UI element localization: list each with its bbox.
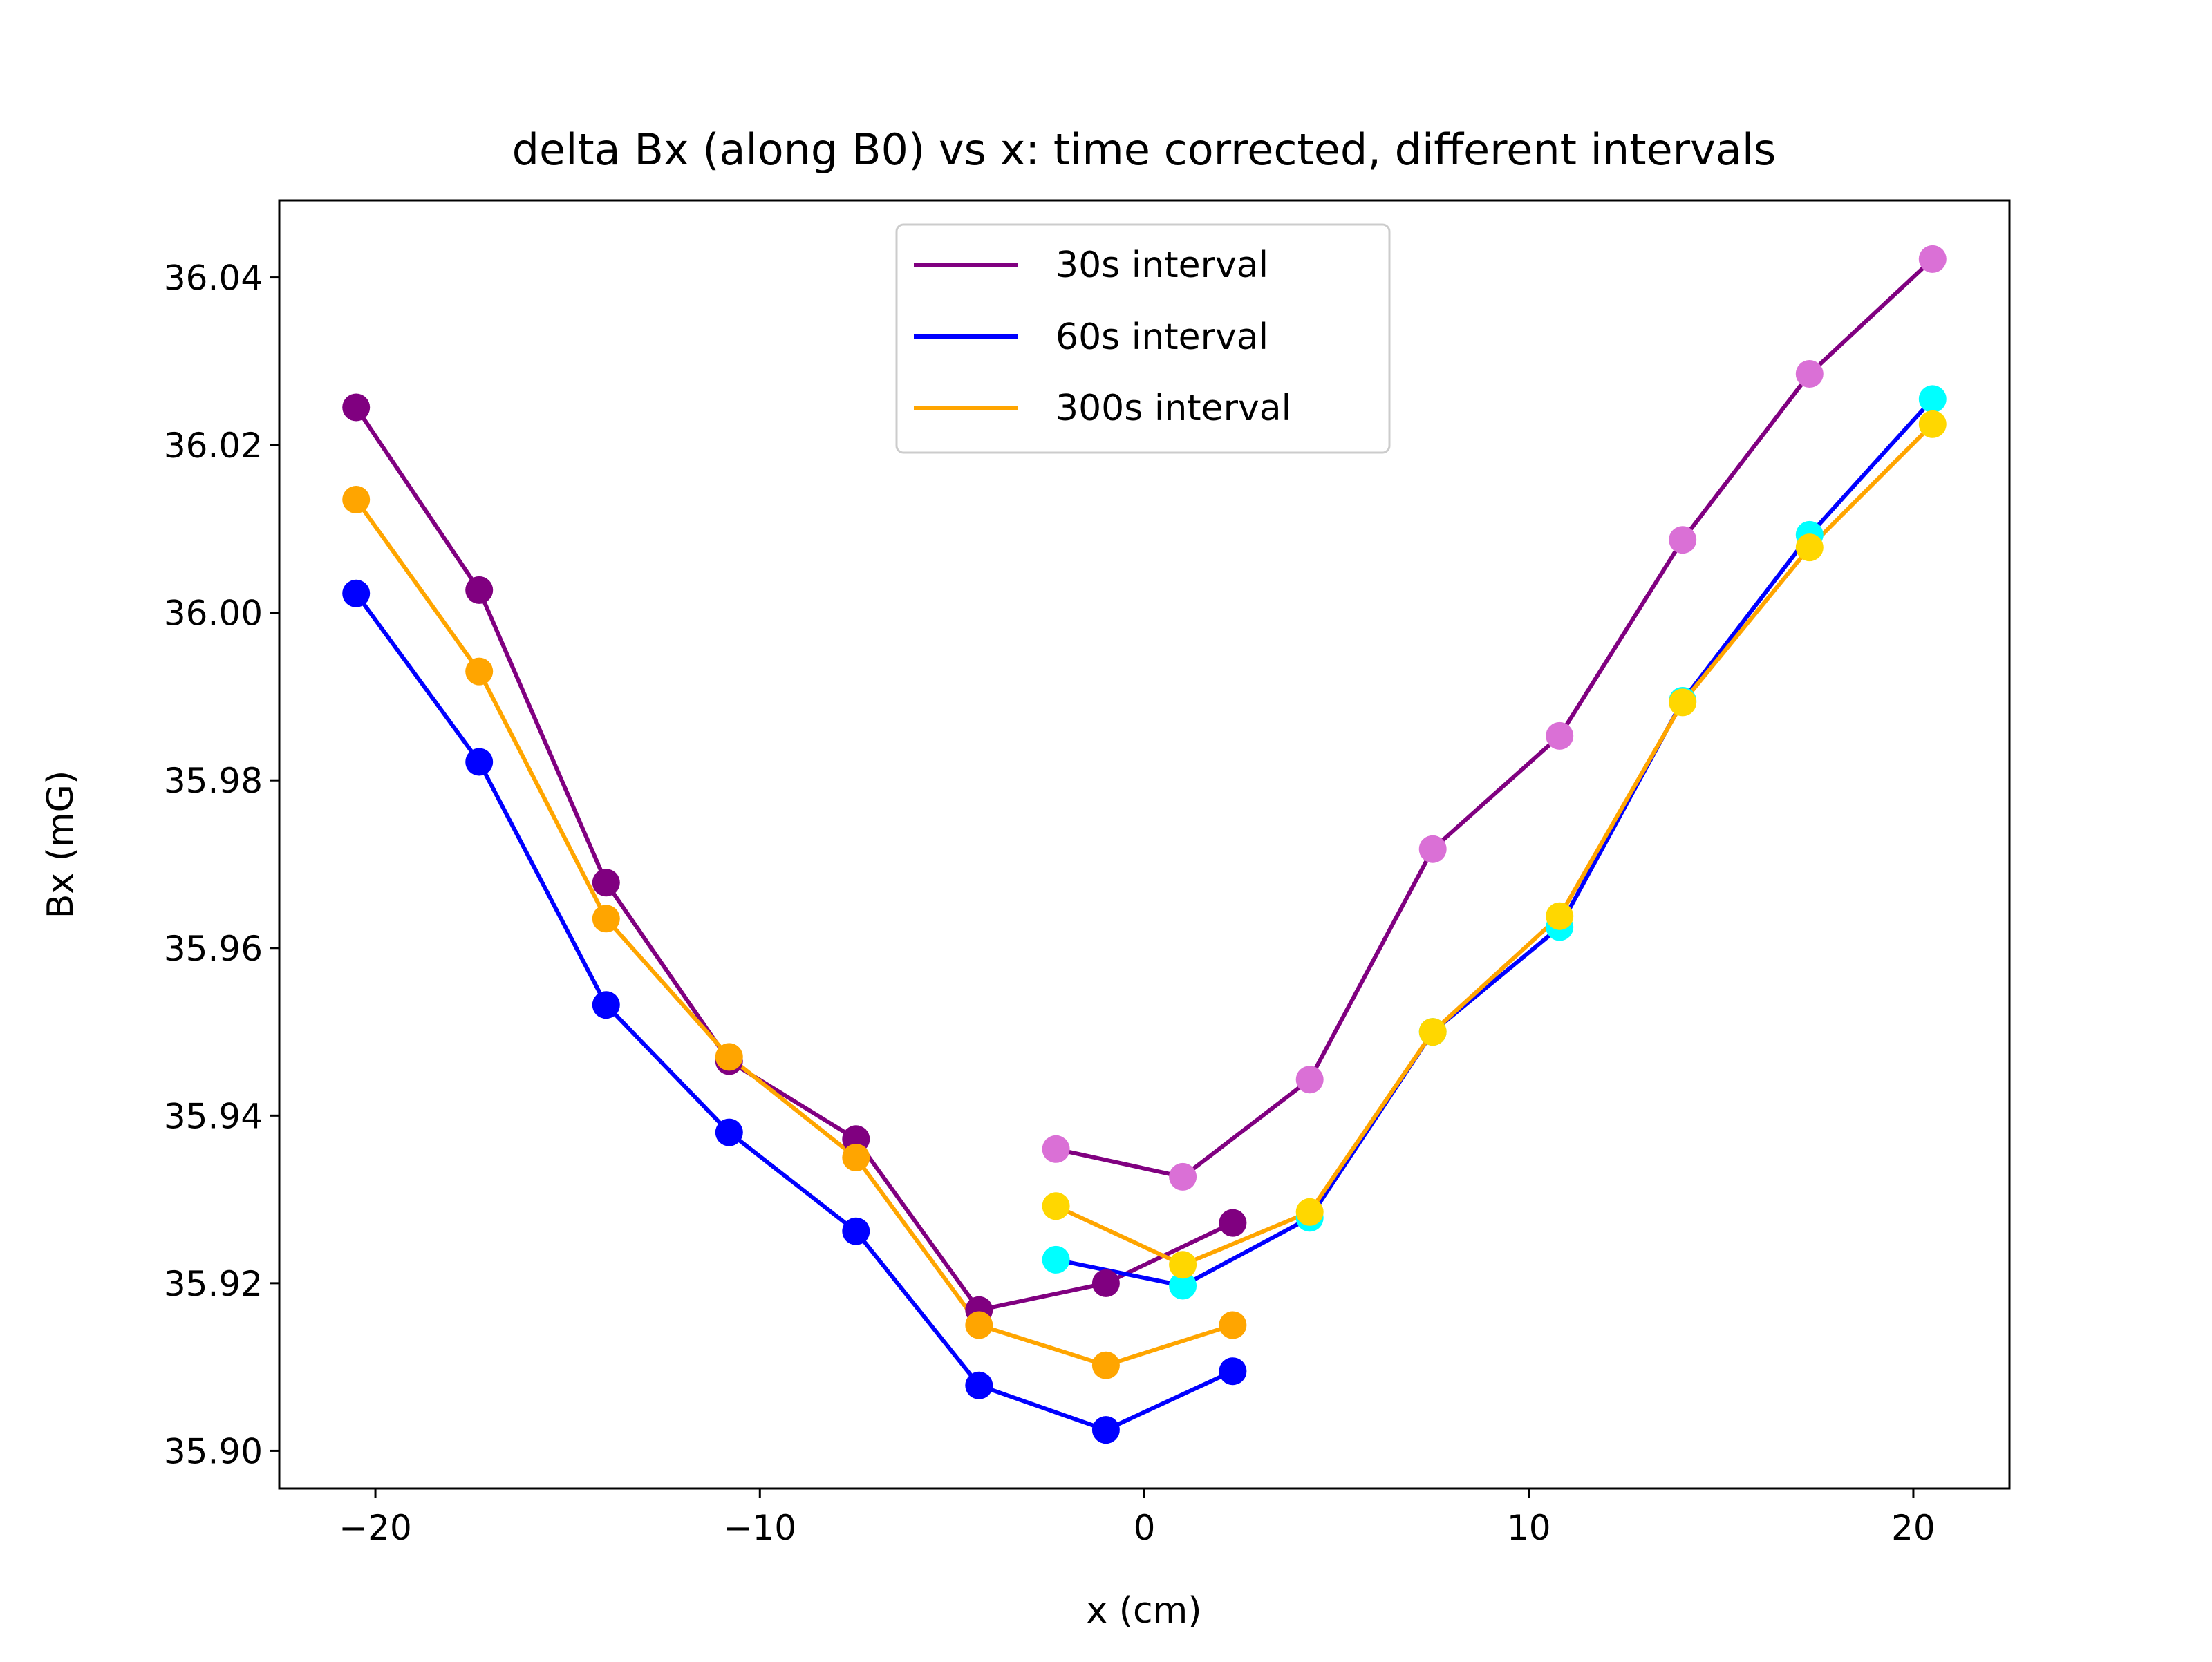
series-markers (342, 245, 1947, 1444)
data-point-5-6 (1795, 533, 1824, 562)
data-point-4-0 (1042, 1245, 1070, 1274)
data-point-2-3 (715, 1043, 743, 1071)
x-tick-label: 20 (1891, 1508, 1936, 1548)
legend-label-30s: 30s interval (1056, 245, 1268, 286)
series-line-1 (353, 590, 1236, 1433)
data-point-3-0 (1042, 1135, 1070, 1163)
x-axis-label: x (cm) (1086, 1590, 1201, 1632)
data-point-0-6 (1091, 1269, 1120, 1297)
y-tick-label: 35.96 (164, 929, 263, 969)
data-point-3-1 (1169, 1162, 1197, 1191)
data-point-1-4 (842, 1217, 870, 1245)
plot-area (342, 245, 1947, 1444)
y-tick-label: 35.90 (164, 1431, 263, 1471)
data-point-5-5 (1669, 688, 1697, 717)
data-point-2-1 (465, 657, 494, 686)
data-point-2-6 (1091, 1351, 1120, 1379)
data-point-1-0 (342, 579, 371, 607)
y-tick-label: 35.94 (164, 1096, 263, 1136)
data-point-2-0 (342, 486, 371, 513)
y-axis-label: Bx (mG) (40, 771, 82, 919)
series-line-0 (353, 404, 1236, 1312)
data-point-2-2 (592, 905, 620, 933)
data-point-5-0 (1042, 1192, 1070, 1220)
y-tick-label: 35.98 (164, 761, 263, 801)
data-point-0-7 (1219, 1209, 1247, 1237)
data-point-1-5 (965, 1371, 993, 1399)
data-point-3-2 (1295, 1066, 1324, 1094)
data-point-0-2 (592, 869, 620, 897)
data-point-1-6 (1091, 1416, 1120, 1444)
legend-box (895, 223, 1391, 454)
y-tick-label: 36.00 (164, 594, 263, 634)
series-line-2 (353, 496, 1236, 1368)
chart-title: delta Bx (along B0) vs x: time corrected… (512, 124, 1777, 175)
series-line-3 (1053, 256, 1936, 1179)
data-point-3-5 (1669, 526, 1697, 554)
data-point-1-3 (715, 1118, 743, 1146)
y-tick-label: 36.02 (164, 426, 263, 466)
x-axis: −20 −10 0 10 20 (339, 1489, 1936, 1548)
data-point-5-7 (1918, 410, 1947, 438)
data-point-5-3 (1418, 1018, 1447, 1046)
data-point-3-6 (1795, 360, 1824, 388)
data-point-2-7 (1219, 1311, 1247, 1339)
data-point-0-1 (465, 576, 494, 604)
data-point-4-1 (1169, 1272, 1197, 1300)
y-axis: 35.90 35.92 35.94 35.96 35.98 36.00 36.02 36.04 (164, 258, 279, 1471)
series-lines (353, 256, 1936, 1433)
y-tick-label: 36.04 (164, 258, 263, 299)
y-tick-label: 35.92 (164, 1264, 263, 1304)
data-point-2-5 (965, 1311, 993, 1339)
legend-label-300s: 300s interval (1056, 388, 1291, 429)
data-point-2-4 (842, 1144, 870, 1171)
x-tick-label: −10 (724, 1508, 797, 1548)
data-point-5-1 (1169, 1251, 1197, 1279)
data-point-5-2 (1295, 1198, 1324, 1226)
data-point-3-4 (1546, 721, 1574, 750)
data-point-3-7 (1918, 245, 1947, 273)
series-line-5 (1053, 421, 1936, 1267)
data-point-1-1 (465, 748, 494, 776)
data-point-1-2 (592, 991, 620, 1019)
data-point-5-4 (1546, 902, 1574, 930)
data-point-0-0 (342, 393, 371, 422)
x-tick-label: 0 (1134, 1508, 1156, 1548)
data-point-3-3 (1418, 835, 1447, 863)
series-line-4 (1053, 396, 1936, 1288)
x-tick-label: −20 (339, 1508, 412, 1548)
legend-label-60s: 60s interval (1056, 317, 1268, 358)
data-point-1-7 (1219, 1357, 1247, 1386)
x-tick-label: 10 (1507, 1508, 1551, 1548)
data-point-4-7 (1918, 385, 1947, 413)
legend: 30s interval 60s interval 300s interval (895, 223, 1391, 454)
